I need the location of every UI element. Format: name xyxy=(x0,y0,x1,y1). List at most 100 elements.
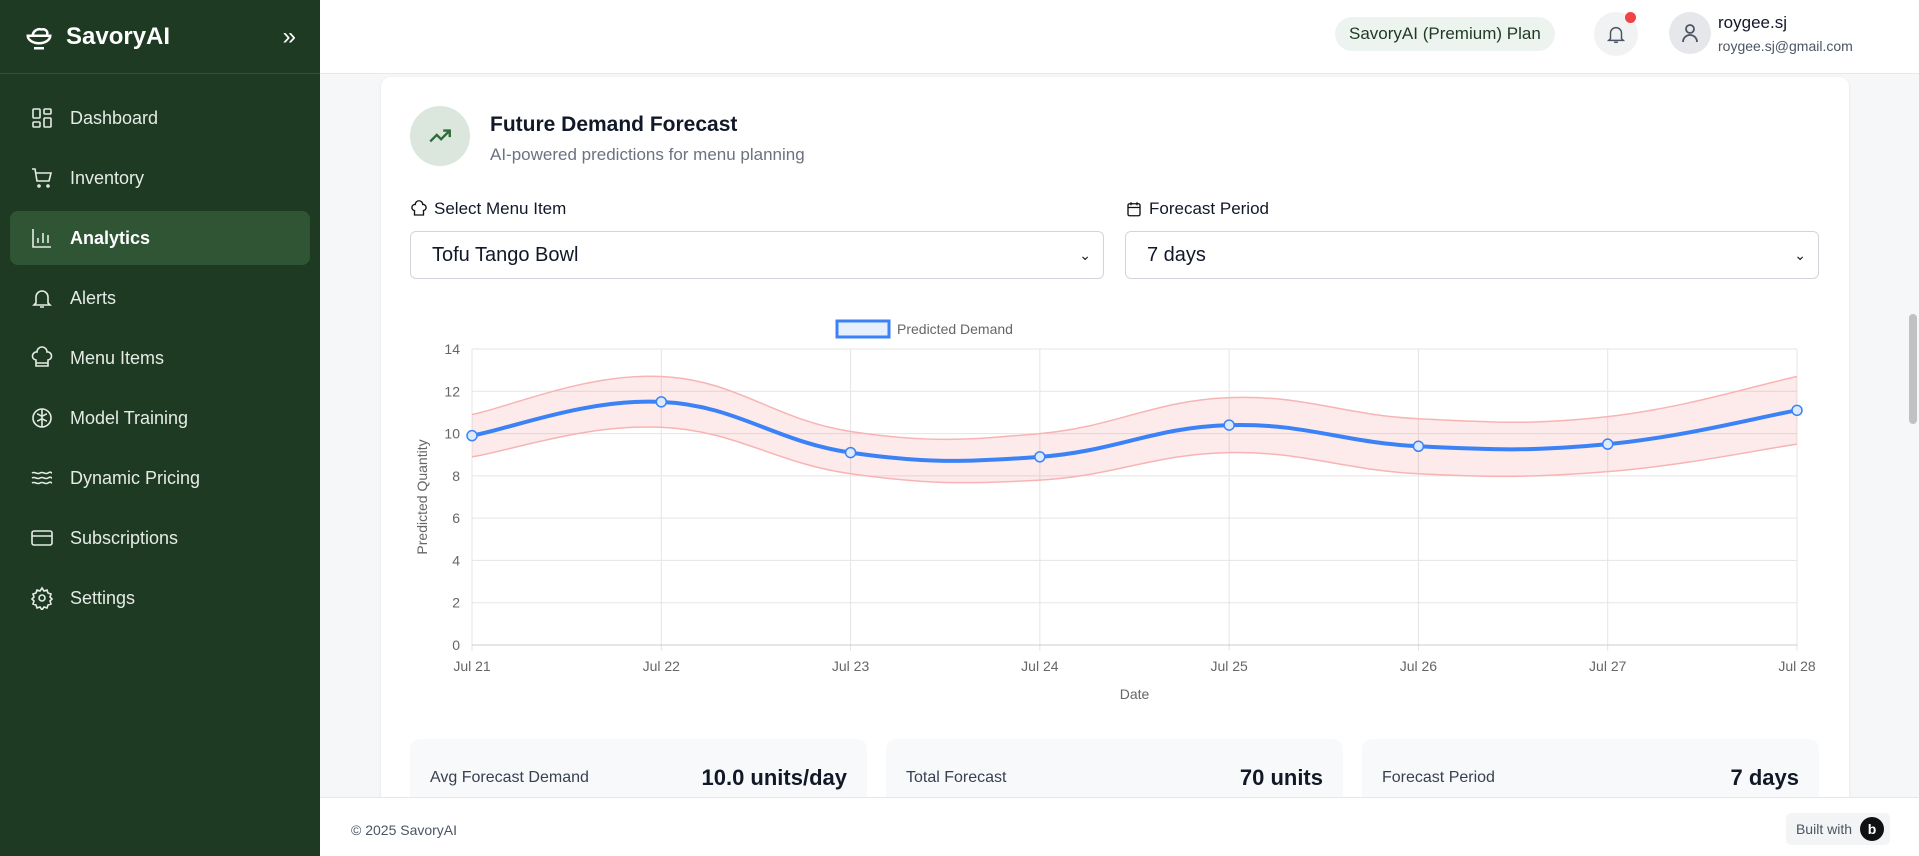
data-point xyxy=(466,429,478,442)
sidebar-item-label: Settings xyxy=(70,587,136,608)
sidebar-item-alerts[interactable]: Alerts xyxy=(10,271,310,325)
x-tick-label: Jul 22 xyxy=(643,658,681,674)
calendar-icon xyxy=(1127,202,1141,217)
notifications-button[interactable] xyxy=(1594,12,1638,56)
menu-item-label-text: Select Menu Item xyxy=(434,199,567,218)
x-tick-label: Jul 27 xyxy=(1589,658,1627,674)
sidebar-item-menu-items[interactable]: Menu Items xyxy=(10,331,310,385)
gear-icon xyxy=(30,586,54,610)
sidebar-item-analytics[interactable]: Analytics xyxy=(10,211,310,265)
upper-bound-line xyxy=(471,375,1798,441)
forecast-period-label: Forecast Period xyxy=(1125,199,1269,219)
sidebar-item-label: Inventory xyxy=(70,167,145,188)
stat-value: 7 days xyxy=(1730,765,1800,790)
chef-hat-icon xyxy=(31,346,53,367)
y-tick-label: 2 xyxy=(452,595,460,611)
legend-swatch xyxy=(835,319,891,339)
notification-dot xyxy=(1625,12,1636,23)
x-tick-label: Jul 25 xyxy=(1210,658,1248,674)
x-tick-label: Jul 28 xyxy=(1778,658,1816,674)
sidebar-item-dynamic-pricing[interactable]: Dynamic Pricing xyxy=(10,451,310,505)
sidebar-item-label: Alerts xyxy=(70,287,117,308)
forecast-period-label-text: Forecast Period xyxy=(1149,199,1269,218)
trending-up-icon xyxy=(429,129,451,143)
chevron-down-icon: ⌄ xyxy=(1079,247,1091,263)
data-point xyxy=(844,446,857,459)
lower-bound-line xyxy=(471,426,1798,484)
data-point xyxy=(1034,451,1046,463)
data-point xyxy=(1223,419,1235,431)
sidebar-item-label: Dynamic Pricing xyxy=(70,467,201,488)
plan-badge: SavoryAI (Premium) Plan xyxy=(1335,17,1555,51)
y-tick-label: 4 xyxy=(452,552,460,568)
y-tick-label: 14 xyxy=(444,341,460,357)
brain-icon xyxy=(32,408,52,428)
waves-icon xyxy=(31,471,53,485)
stat-label: Avg Forecast Demand xyxy=(430,769,589,786)
built-with-text: Built with xyxy=(1795,821,1852,837)
stat-label: Forecast Period xyxy=(1382,769,1495,786)
trend-icon-badge xyxy=(410,106,470,166)
user-icon xyxy=(1682,24,1698,43)
dashboard-icon xyxy=(32,108,52,128)
menu-item-value: Tofu Tango Bowl xyxy=(432,244,579,266)
y-tick-label: 12 xyxy=(444,383,460,399)
cart-icon xyxy=(32,168,53,188)
chef-hat-icon xyxy=(411,200,427,216)
user-name: roygee.sj xyxy=(1718,13,1787,32)
sidebar-nav: Dashboard Inventory Analytics Alerts Menu It… xyxy=(10,91,310,631)
y-tick-label: 0 xyxy=(452,637,460,653)
x-axis-title: Date xyxy=(1120,686,1150,702)
user-email: roygee.sj@gmail.com xyxy=(1718,38,1853,54)
x-tick-label: Jul 23 xyxy=(832,658,870,674)
x-tick-label: Jul 21 xyxy=(453,658,491,674)
y-tick-label: 8 xyxy=(452,468,460,484)
y-axis-title: Predicted Quantity xyxy=(414,439,430,554)
stat-value: 70 units xyxy=(1239,765,1323,790)
scrollbar[interactable] xyxy=(1909,314,1917,424)
sidebar-item-label: Model Training xyxy=(70,407,189,428)
confidence-band xyxy=(472,376,1797,483)
built-with-badge[interactable]: Built with b xyxy=(1785,813,1890,845)
card-subtitle: AI-powered predictions for menu planning xyxy=(490,145,805,164)
stat-label: Total Forecast xyxy=(906,769,1007,786)
bell-icon xyxy=(32,290,52,308)
sidebar-item-subscriptions[interactable]: Subscriptions xyxy=(10,511,310,565)
data-point xyxy=(1412,440,1425,453)
forecast-period-value: 7 days xyxy=(1147,244,1206,266)
menu-item-select[interactable]: Tofu Tango Bowl ⌄ xyxy=(410,231,1104,279)
footer: © 2025 SavoryAI Built with b xyxy=(320,797,1919,856)
data-point xyxy=(1791,404,1803,417)
sidebar-item-label: Dashboard xyxy=(70,107,159,128)
app-name: SavoryAI xyxy=(66,22,171,50)
chevron-down-icon: ⌄ xyxy=(1794,247,1806,263)
credit-card-icon xyxy=(31,530,53,546)
sidebar: SavoryAI » Dashboard Inventory Analytics Al… xyxy=(0,0,320,856)
sidebar-item-model-training[interactable]: Model Training xyxy=(10,391,310,445)
demand-forecast-chart: 0 2 4 6 8 10 12 14 Jul 21 Jul 22 Jul 23 Jul 24 Jul 2… xyxy=(414,319,1816,702)
sidebar-item-label: Analytics xyxy=(70,227,151,248)
sidebar-item-settings[interactable]: Settings xyxy=(10,571,310,625)
data-point xyxy=(655,396,668,408)
y-tick-label: 10 xyxy=(444,426,460,442)
bell-icon xyxy=(1606,26,1626,43)
builder-logo-icon: b xyxy=(1860,817,1884,841)
x-tick-label: Jul 24 xyxy=(1021,658,1059,674)
salad-bowl-icon xyxy=(26,27,52,49)
forecast-card: Future Demand Forecast AI-powered predic… xyxy=(381,77,1849,819)
x-tick-label: Jul 26 xyxy=(1400,658,1438,674)
data-point xyxy=(1601,438,1614,450)
predicted-demand-line xyxy=(471,399,1798,463)
menu-item-label: Select Menu Item xyxy=(410,199,566,219)
expand-sidebar-button[interactable]: » xyxy=(282,22,296,50)
forecast-period-select[interactable]: 7 days ⌄ xyxy=(1125,231,1819,279)
avatar[interactable] xyxy=(1669,12,1711,54)
legend-label: Predicted Demand xyxy=(897,321,1013,337)
stat-value: 10.0 units/day xyxy=(701,765,847,790)
y-tick-label: 6 xyxy=(452,510,460,526)
card-title: Future Demand Forecast xyxy=(490,113,738,136)
copyright: © 2025 SavoryAI xyxy=(351,822,458,838)
sidebar-item-inventory[interactable]: Inventory xyxy=(10,151,310,205)
top-bar: SavoryAI (Premium) Plan roygee.sj roygee… xyxy=(320,0,1919,74)
sidebar-item-dashboard[interactable]: Dashboard xyxy=(10,91,310,145)
